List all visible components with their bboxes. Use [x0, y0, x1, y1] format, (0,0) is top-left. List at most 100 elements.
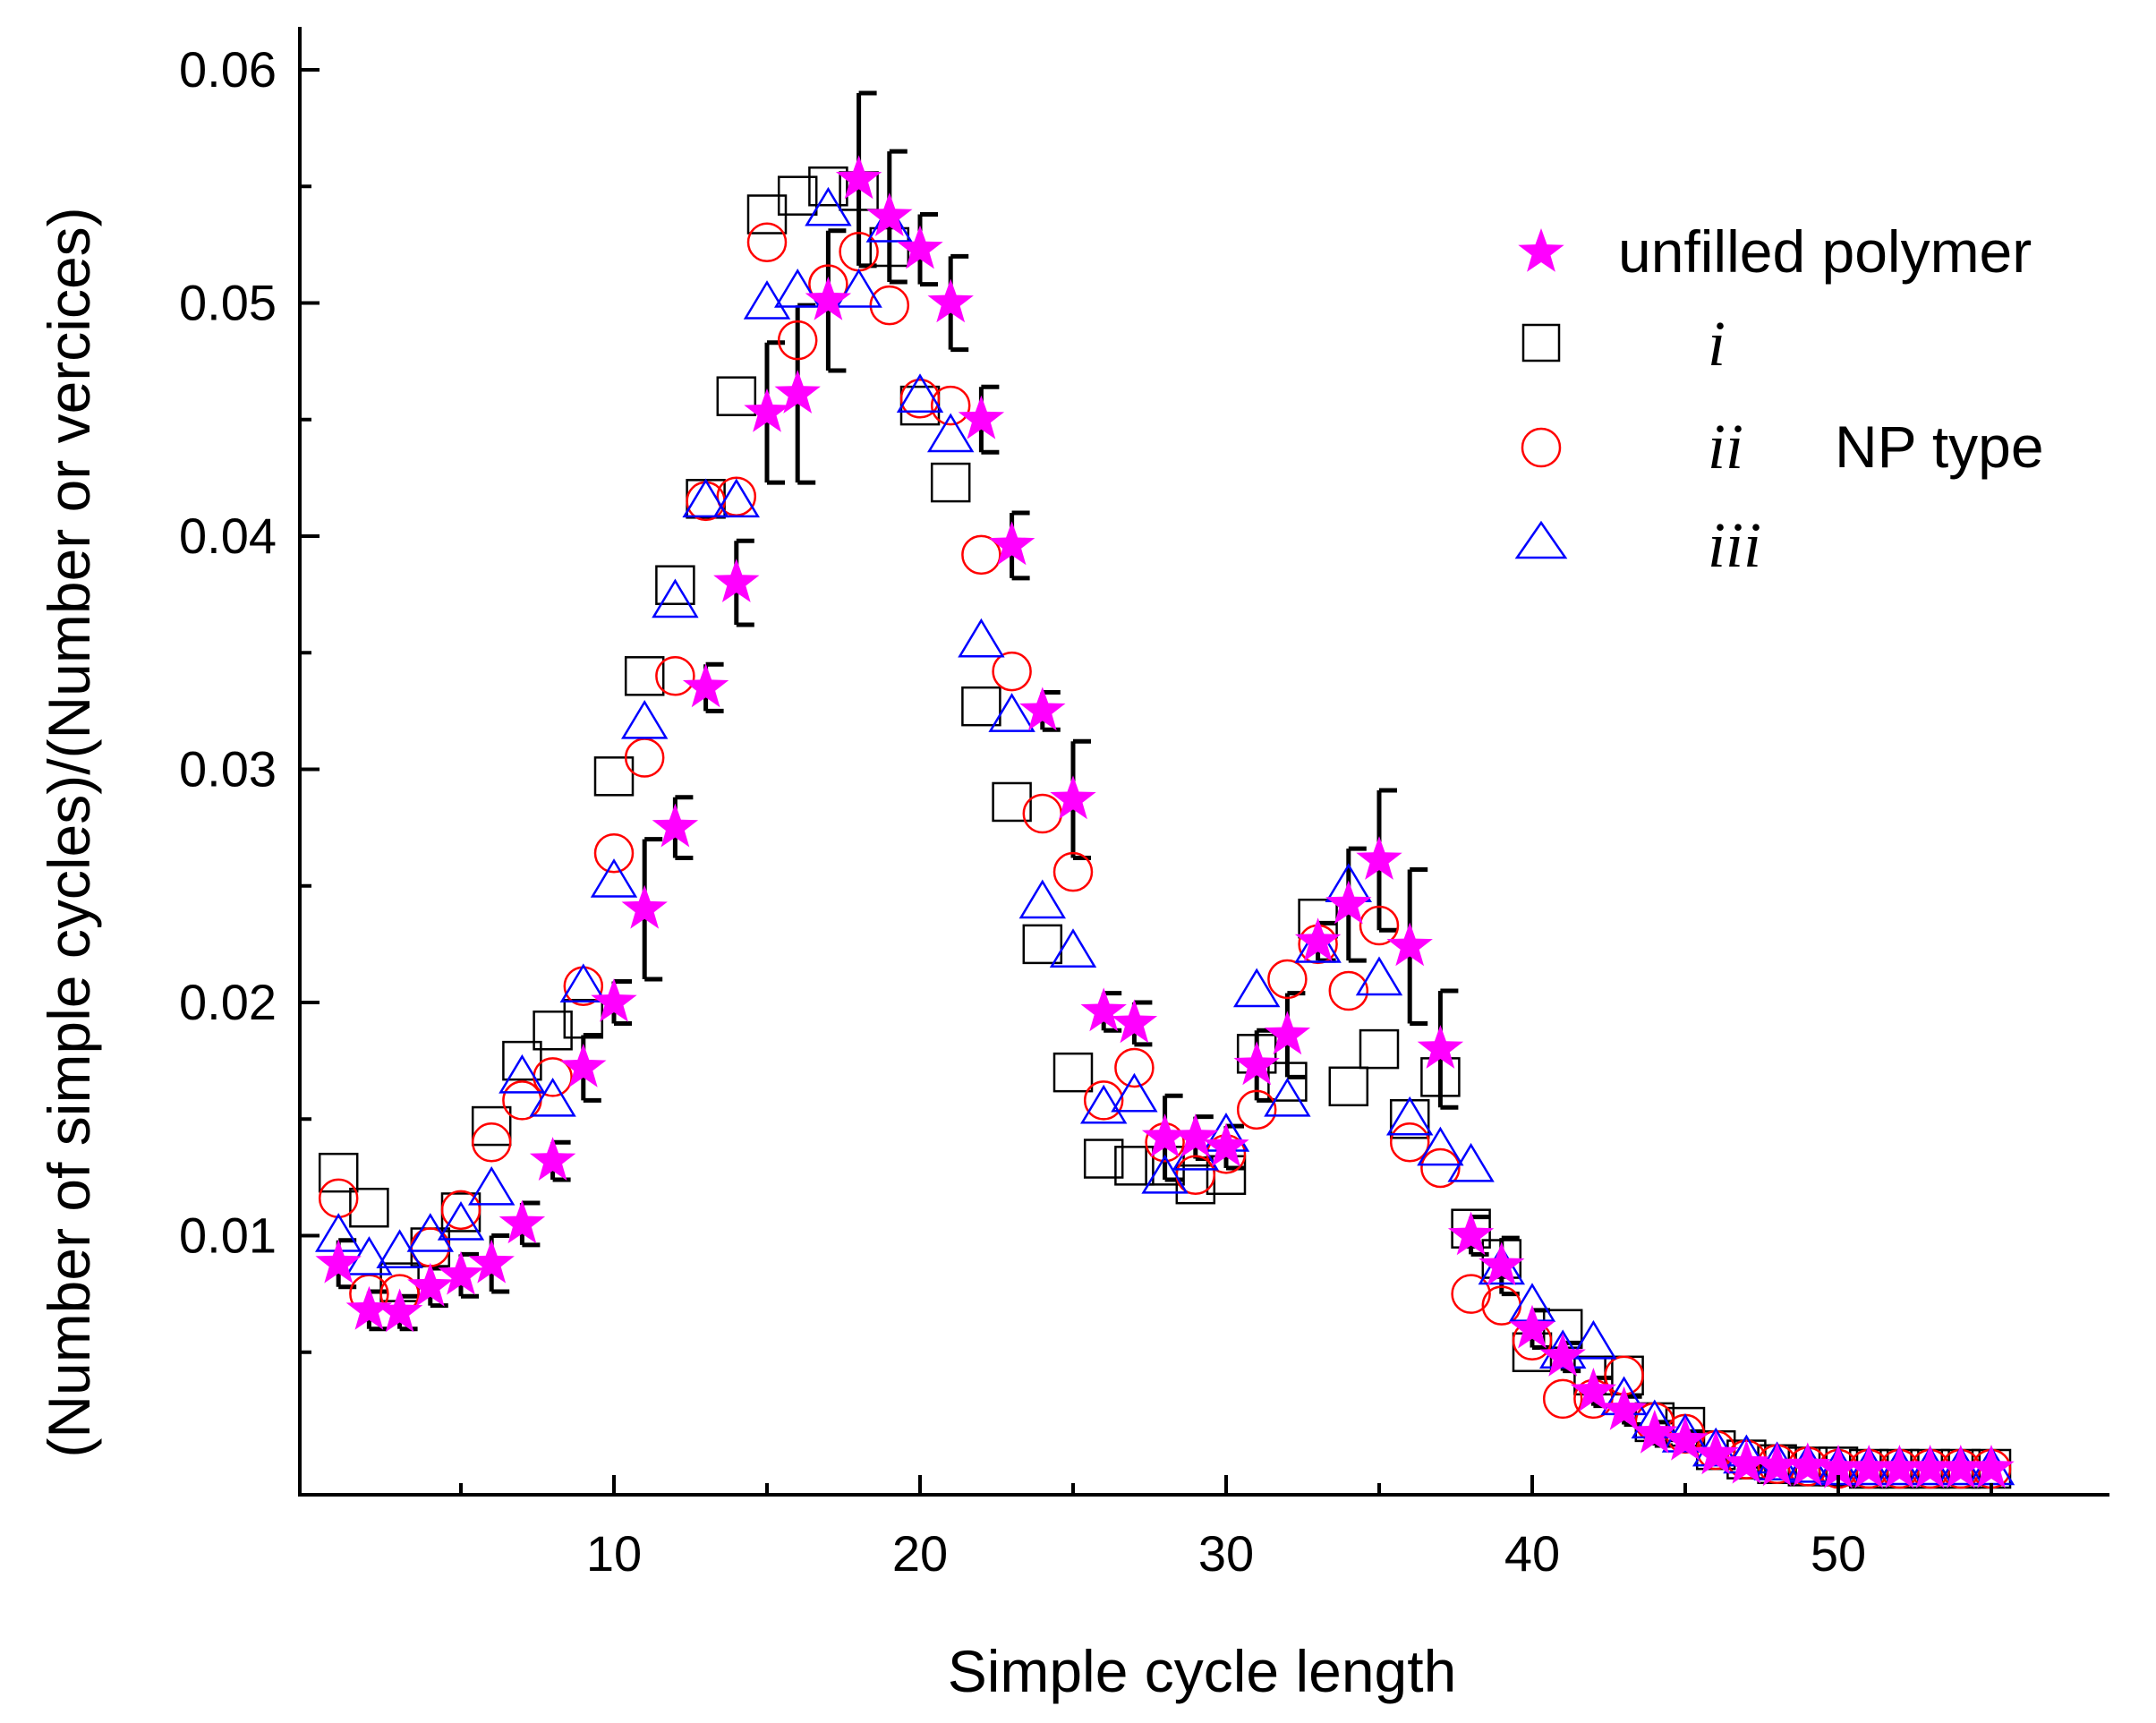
series-unfilled-point — [1447, 1211, 1495, 1256]
series-i-point — [1114, 1146, 1155, 1186]
series-iii-point — [1447, 1142, 1495, 1182]
series-i-point — [318, 1152, 359, 1193]
series-iii-point — [1079, 1084, 1128, 1124]
series-i-point — [961, 686, 1001, 727]
x-axis-title: Simple cycle length — [948, 1638, 1457, 1704]
series-unfilled-point — [1692, 1430, 1739, 1475]
series-iii-point — [437, 1201, 485, 1241]
y-tick-label: 0.03 — [179, 741, 277, 798]
series-ii-point — [1052, 851, 1094, 892]
series-iii-point — [1141, 1154, 1189, 1194]
series-iii-point — [865, 203, 914, 243]
series-ii-point — [869, 285, 910, 326]
series-unfilled-point — [376, 1288, 423, 1333]
series-unfilled-point — [866, 192, 913, 236]
series-ii-point — [899, 379, 941, 419]
series-unfilled-point — [1111, 999, 1158, 1044]
series-iii-point — [896, 373, 944, 413]
series-i-point — [1052, 1052, 1094, 1093]
series-unfilled-point — [1570, 1368, 1617, 1412]
series-iii-point — [652, 578, 699, 618]
series-i-point — [593, 756, 635, 797]
series-unfilled-point — [1356, 836, 1402, 880]
series-unfilled-point — [1050, 775, 1096, 820]
x-tick-label: 10 — [586, 1525, 642, 1582]
series-unfilled-point — [1386, 922, 1433, 967]
series-iii-point — [1018, 879, 1067, 919]
series-unfilled-point — [1141, 1113, 1189, 1157]
series-ii-point — [593, 833, 635, 874]
series-iii-point — [958, 618, 1005, 658]
series-unfilled-point — [1723, 1439, 1770, 1484]
series-unfilled-point — [315, 1239, 362, 1284]
series-unfilled-point — [1785, 1442, 1831, 1487]
series-iii-point — [1111, 1072, 1158, 1113]
series-unfilled-point — [468, 1239, 515, 1284]
x-tick-label: 20 — [892, 1525, 948, 1582]
axes: 10 20 30 40 50 0.01 0.02 0.03 0.04 0.05 0.06 — [179, 27, 2109, 1582]
series-i-point — [716, 376, 757, 416]
legend: unfilled polymer i ii iii NP type — [1514, 218, 2044, 581]
series-iii-point — [682, 478, 729, 518]
series-ii-point — [1420, 1147, 1461, 1189]
series-i-point — [930, 462, 971, 503]
x-tick-label: 50 — [1811, 1525, 1866, 1582]
series-unfilled-point — [621, 884, 668, 929]
series-i-point — [1175, 1164, 1216, 1205]
series-unfilled-point — [1172, 1113, 1219, 1157]
series-unfilled-point — [438, 1250, 484, 1295]
series-unfilled-point — [1539, 1333, 1586, 1377]
series-ii-point — [1542, 1378, 1583, 1420]
series-ii-point — [1359, 905, 1400, 946]
series-unfilled-point — [897, 225, 943, 269]
series-unfilled-point — [958, 395, 1005, 439]
series-unfilled-point — [1662, 1416, 1709, 1461]
series-iii-point — [1417, 1126, 1464, 1166]
series-iii-point — [926, 413, 975, 453]
plot-area — [314, 90, 2015, 1489]
x-tick-label: 30 — [1198, 1525, 1254, 1582]
series-ii-point — [992, 651, 1032, 692]
series-iii-point — [988, 693, 1035, 732]
series-unfilled-point — [407, 1262, 454, 1307]
series-i-point — [1359, 1028, 1400, 1070]
series-unfilled-point — [713, 559, 760, 602]
series-ii-point — [1114, 1047, 1155, 1088]
series-unfilled-point — [744, 388, 790, 432]
series-unfilled-point — [1876, 1445, 1923, 1488]
series-iii-point — [743, 280, 791, 320]
series-unfilled-point — [345, 1285, 393, 1330]
legend-label-ii: ii — [1708, 411, 1743, 482]
series-ii-point — [1389, 1122, 1430, 1163]
legend-symbol-unfilled — [1518, 228, 1564, 272]
series-iii-point — [773, 269, 822, 308]
series-unfilled-point — [1968, 1445, 2015, 1488]
y-tick-label: 0.05 — [179, 275, 277, 331]
series-unfilled-point — [1233, 1041, 1280, 1086]
series-ii-point — [746, 222, 788, 263]
series-iii-point — [1355, 956, 1403, 996]
series-i-point — [992, 781, 1032, 823]
series-iii-point — [529, 1077, 576, 1117]
series-unfilled-point — [927, 278, 974, 323]
legend-symbol-ii — [1521, 427, 1562, 468]
series-unfilled-point — [1080, 987, 1127, 1032]
series-iii-point — [712, 478, 761, 518]
series-i-point — [808, 166, 848, 207]
series-ii-point — [777, 320, 818, 361]
series-ii-point — [1451, 1274, 1491, 1314]
series-i-point — [655, 565, 695, 605]
series-unfilled-point — [1019, 687, 1066, 731]
series-iii-point — [559, 963, 608, 1003]
series-unfilled-point — [1753, 1442, 1801, 1487]
series-iii-point — [1232, 968, 1281, 1008]
legend-symbols — [1514, 228, 1568, 559]
legend-symbol-i — [1521, 323, 1561, 363]
series-unfilled-point — [529, 1137, 576, 1181]
series-i-point — [533, 1011, 573, 1051]
series-ii-point — [1328, 970, 1369, 1011]
series-iii-point — [835, 269, 882, 308]
series-iii-point — [406, 1213, 455, 1252]
series-iii-point — [620, 699, 669, 739]
series-unfilled-point — [1294, 917, 1342, 962]
